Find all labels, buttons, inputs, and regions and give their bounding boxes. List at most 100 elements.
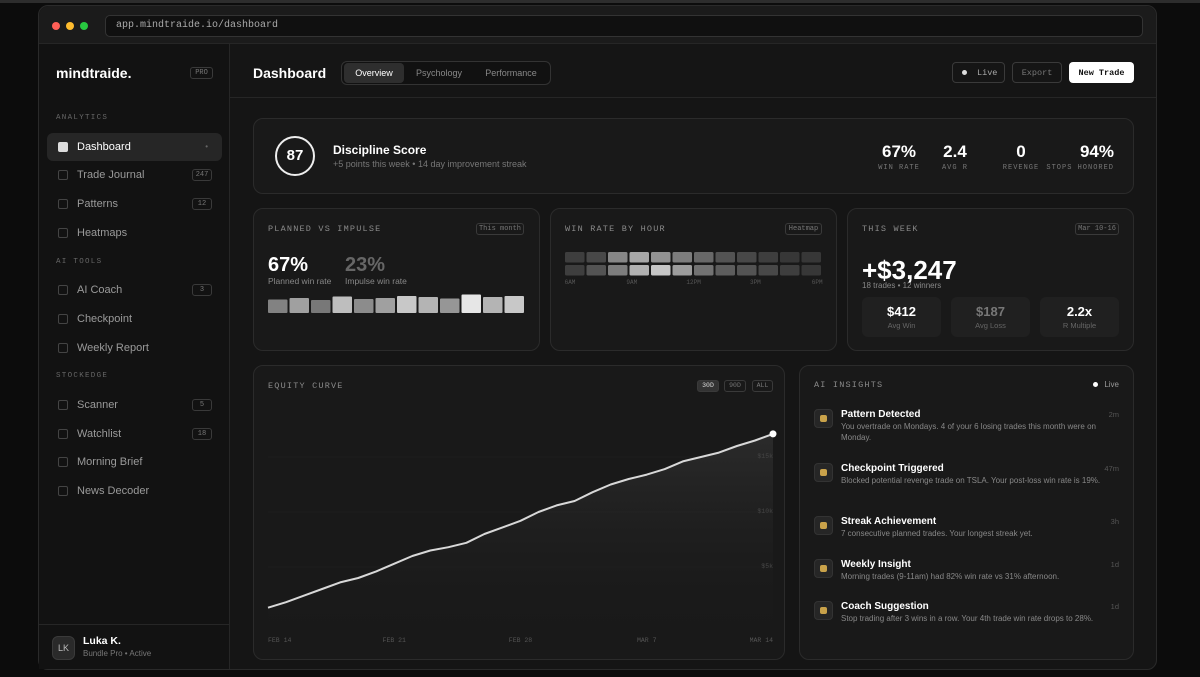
axis-label: 3PM xyxy=(749,279,761,286)
nav-icon xyxy=(58,457,68,468)
nav-icon xyxy=(58,285,68,296)
range-label: ALL xyxy=(756,382,769,389)
insight-glyph xyxy=(820,565,827,572)
badge: 12 xyxy=(192,198,212,211)
discipline-subtitle: +5 points this week • 14 day improvement… xyxy=(333,159,527,169)
axis-label: 6AM xyxy=(564,279,576,286)
axis-label: 6PM xyxy=(811,279,823,286)
impulse-value: 23% xyxy=(345,254,386,276)
insight-text: 7 consecutive planned trades. Your longe… xyxy=(841,529,1033,538)
stat-label: WIN RATE xyxy=(878,164,920,172)
divider xyxy=(230,97,1156,98)
axis-label: 12PM xyxy=(686,279,701,286)
nav-icon xyxy=(58,428,68,439)
section-title: AI TOOLS xyxy=(56,257,103,266)
y-tick-label: $5k xyxy=(761,563,773,570)
badge: 18 xyxy=(192,427,212,440)
stat-value: 67% xyxy=(881,142,917,161)
nav-label: News Decoder xyxy=(77,485,150,498)
export-button[interactable] xyxy=(1012,62,1062,83)
card-title: PLANNED VS IMPULSE xyxy=(268,224,382,234)
section-title: STOCKEDGE xyxy=(56,372,109,381)
insight-text: Stop trading after 3 wins in a row. Your… xyxy=(841,614,1094,623)
mini-value: $187 xyxy=(976,304,1005,319)
nav-label: Weekly Report xyxy=(77,341,149,354)
new-trade-button[interactable] xyxy=(1069,62,1134,83)
card-title: AI INSIGHTS xyxy=(814,380,884,390)
equity-card xyxy=(253,365,785,660)
insight-glyph xyxy=(820,522,827,529)
nav-icon xyxy=(58,199,68,210)
page-title: Dashboard xyxy=(253,65,327,81)
range-button[interactable] xyxy=(697,380,719,392)
badge: 247 xyxy=(192,169,212,182)
mini-value: $412 xyxy=(887,304,916,319)
mini-label: Avg Loss xyxy=(975,321,1006,330)
planned-label: Planned win rate xyxy=(268,276,332,286)
mini-label: Avg Win xyxy=(887,321,916,330)
nav-label: Trade Journal xyxy=(77,169,145,182)
badge: 5 xyxy=(192,399,212,411)
range-button[interactable] xyxy=(752,380,773,392)
insight-time: 1d xyxy=(1110,602,1119,611)
nav-label: AI Coach xyxy=(77,284,123,297)
tab[interactable] xyxy=(344,63,404,83)
x-tick-label: MAR 7 xyxy=(636,637,657,644)
nav-icon xyxy=(58,342,68,353)
stat-value: 0 xyxy=(1016,142,1026,161)
card-title: WIN RATE BY HOUR xyxy=(565,224,666,234)
range-label: 30D xyxy=(702,382,714,389)
avatar xyxy=(52,636,75,660)
x-tick-label: MAR 14 xyxy=(749,637,773,644)
nav-item[interactable] xyxy=(47,132,222,161)
insight-text: Morning trades (9-11am) had 82% win rate… xyxy=(841,572,1060,581)
live-dot xyxy=(1093,382,1098,387)
zoom-dot[interactable] xyxy=(80,22,88,30)
avatar-initials: LK xyxy=(57,643,69,653)
insight-time: 3h xyxy=(1110,517,1119,526)
card-title: THIS WEEK xyxy=(862,224,919,234)
mini-stat xyxy=(1040,297,1119,337)
live-button[interactable] xyxy=(952,62,1005,83)
insight-time: 47m xyxy=(1104,464,1119,473)
nav-label: Checkpoint xyxy=(77,312,133,325)
week-total: +$3,247 xyxy=(862,255,957,285)
stat-label: REVENGE xyxy=(1002,164,1040,172)
nav-item[interactable] xyxy=(47,305,222,333)
insight-glyph xyxy=(820,415,827,422)
minimize-dot[interactable] xyxy=(66,22,74,30)
top-strip xyxy=(0,0,1200,3)
insight-title: Checkpoint Triggered xyxy=(841,463,944,474)
close-dot[interactable] xyxy=(52,22,60,30)
logo: mindtraide. xyxy=(56,65,132,81)
nav-label: Heatmaps xyxy=(77,226,128,239)
url: app.mindtraide.io/dashboard xyxy=(116,20,279,31)
nav-label: Watchlist xyxy=(77,427,122,440)
stat-value: 2.4 xyxy=(943,142,967,161)
badge: This month xyxy=(476,223,524,235)
nav-item[interactable] xyxy=(47,219,222,247)
range-button[interactable] xyxy=(724,380,746,392)
range-label: 90D xyxy=(729,382,741,389)
discipline-title: Discipline Score xyxy=(333,143,427,157)
url-bar[interactable] xyxy=(105,15,1143,37)
nav-label: Morning Brief xyxy=(77,456,143,469)
stat-label: STOPS HONORED xyxy=(1046,164,1114,172)
stat-label: AVG R xyxy=(941,164,968,172)
nav-icon xyxy=(58,227,68,238)
card-title: EQUITY CURVE xyxy=(268,381,344,391)
live-label: Live xyxy=(977,68,998,78)
tab-label: Performance xyxy=(485,68,537,78)
new-trade-label: New Trade xyxy=(1078,68,1125,78)
tab-label: Psychology xyxy=(415,68,463,78)
nav-label: Dashboard xyxy=(77,140,131,153)
mini-stat xyxy=(951,297,1030,337)
nav-icon xyxy=(58,400,68,410)
divider xyxy=(39,624,230,625)
badge: 3 xyxy=(192,284,212,297)
insight-glyph xyxy=(820,469,827,476)
badge: PRO xyxy=(190,67,213,79)
insight-time: 2m xyxy=(1108,410,1119,419)
insight-time: 1d xyxy=(1110,560,1119,569)
